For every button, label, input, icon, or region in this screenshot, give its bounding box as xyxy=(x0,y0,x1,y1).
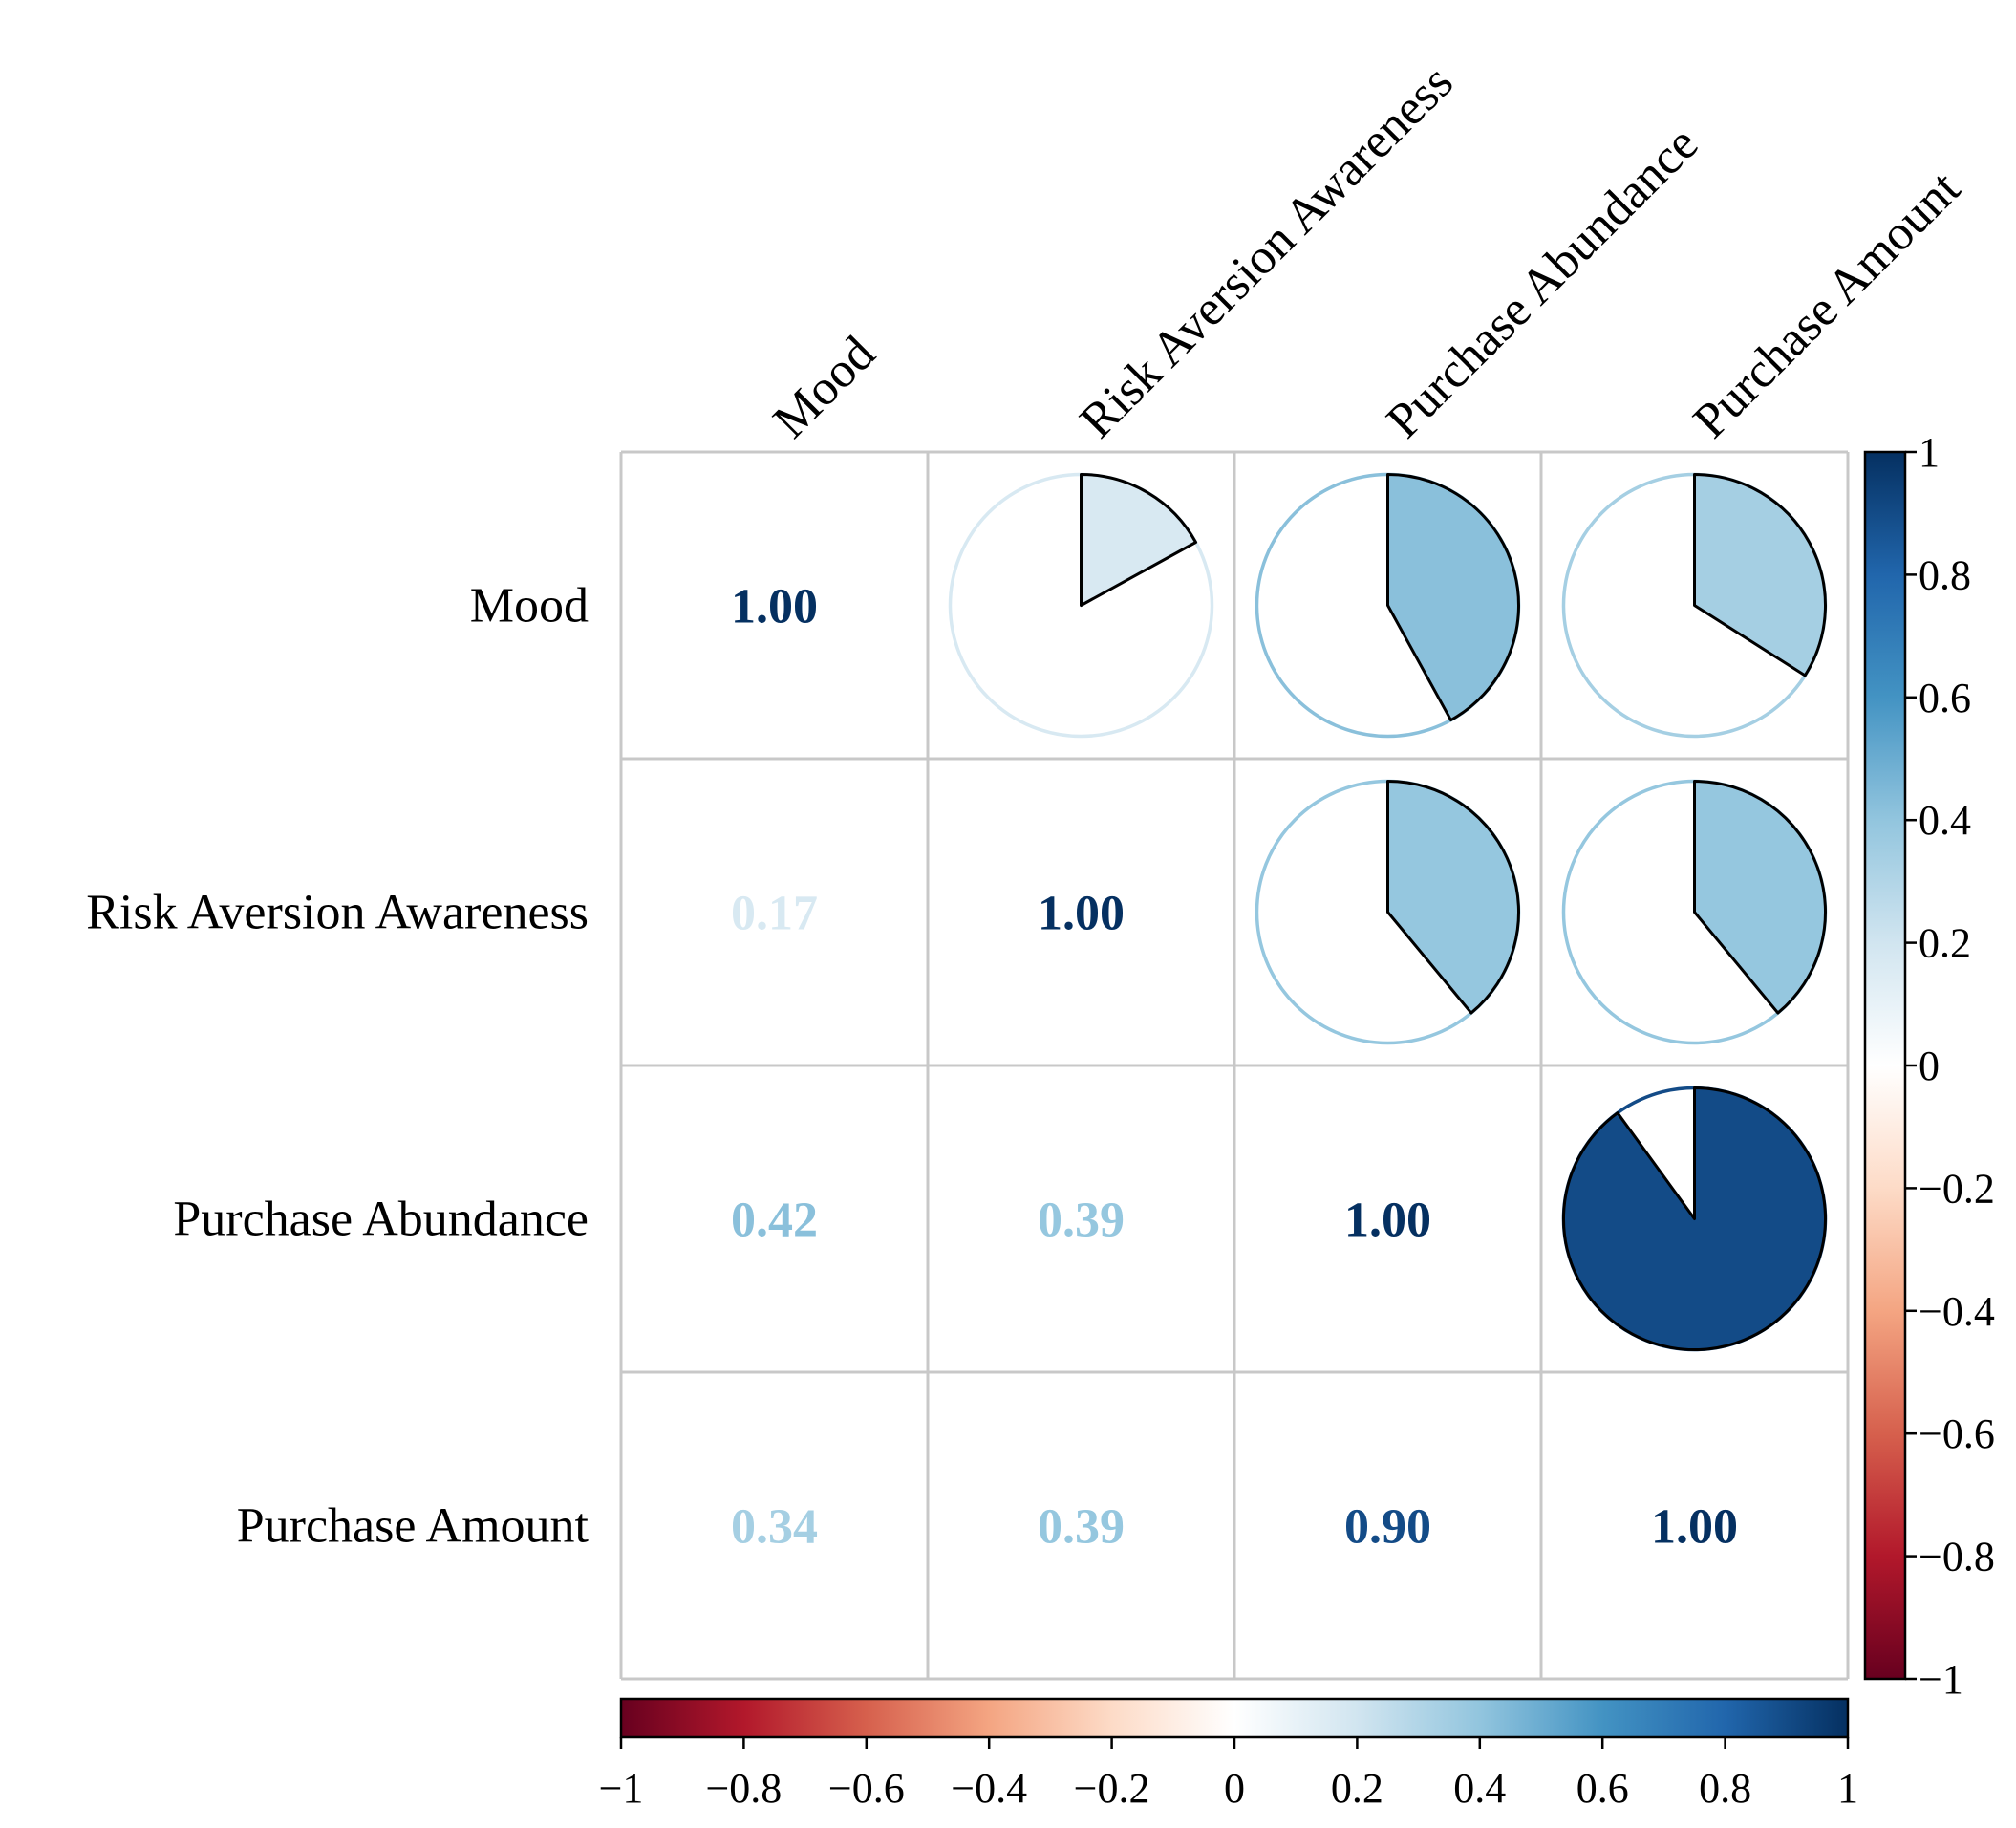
colorbar-tick-label: 0.8 xyxy=(1919,551,1971,598)
correlation-value: 0.39 xyxy=(1038,1500,1125,1555)
pie-slice xyxy=(1693,473,1827,677)
colorbar-tick-label: 0.2 xyxy=(1331,1765,1383,1812)
colorbar-tick-label: 1 xyxy=(1837,1765,1858,1812)
pie-slice xyxy=(1562,1086,1827,1351)
pie-slice xyxy=(1386,473,1520,722)
correlation-value: 0.42 xyxy=(731,1194,818,1248)
row-label: Purchase Amount xyxy=(237,1499,590,1554)
correlation-value: 1.00 xyxy=(1344,1194,1431,1248)
colorbar-tick-label: 0 xyxy=(1919,1043,1940,1089)
pie-glyph xyxy=(1255,472,1521,739)
colorbar-tick-label: −0.2 xyxy=(1919,1165,1995,1212)
column-label: Purchase Amount xyxy=(1684,161,1971,448)
row-label: Risk Aversion Awareness xyxy=(86,886,589,940)
correlation-value: 0.17 xyxy=(731,887,818,941)
correlation-value: 0.34 xyxy=(731,1500,818,1555)
colorbar-tick-label: −0.8 xyxy=(705,1765,782,1812)
column-label: Purchase Abundance xyxy=(1377,117,1709,449)
colorbar-tick-label: 0.4 xyxy=(1919,797,1971,844)
row-labels: Mood Risk Aversion Awareness Purchase Abun… xyxy=(86,579,589,1554)
colorbar-tick-label: 0.2 xyxy=(1919,920,1971,967)
colorbar-strip xyxy=(1863,450,1907,1681)
matrix-cells: 1.00 0.17 1.00 0.42 0.39 1.00 0.34 0.39 0.90 1.00 xyxy=(731,472,1828,1555)
colorbar-tick-label: −0.6 xyxy=(828,1765,905,1812)
colorbar-tick-label: 0.6 xyxy=(1919,675,1971,721)
matrix-grid xyxy=(619,450,1850,1681)
colorbar-vertical: −1 −0.8 −0.6 −0.4 −0.2 0 0.2 0.4 0.6 0.8 1 xyxy=(1863,429,1995,1703)
colorbar-tick-label: −0.4 xyxy=(1919,1288,1995,1335)
correlation-value: 0.90 xyxy=(1344,1500,1431,1555)
row-label: Mood xyxy=(470,579,589,634)
colorbar-tick-label: 0.4 xyxy=(1453,1765,1506,1812)
correlation-value: 1.00 xyxy=(1038,887,1125,941)
colorbar-tick-label: 0 xyxy=(1224,1765,1245,1812)
colorbar-tick-label: −0.8 xyxy=(1919,1534,1995,1581)
colorbar-tick-label: −0.4 xyxy=(951,1765,1027,1812)
colorbar-tick-label: −1 xyxy=(599,1765,644,1812)
colorbar-horizontal: −1 −0.8 −0.6 −0.4 −0.2 0 0.2 0.4 0.6 0.8 1 xyxy=(599,1697,1858,1812)
correlation-value: 0.39 xyxy=(1038,1194,1125,1248)
pie-glyph xyxy=(1561,779,1828,1045)
colorbar-strip xyxy=(619,1697,1850,1739)
colorbar-tick-label: 0.6 xyxy=(1576,1765,1629,1812)
colorbar-tick-label: −0.2 xyxy=(1074,1765,1150,1812)
pie-glyph xyxy=(1561,1086,1828,1352)
pie-slice xyxy=(1386,780,1520,1015)
correlation-value: 1.00 xyxy=(731,580,818,634)
pie-slice xyxy=(1080,473,1198,607)
colorbar-tick-label: 0.8 xyxy=(1699,1765,1751,1812)
correlation-value: 1.00 xyxy=(1651,1500,1738,1555)
colorbar-tick-label: −1 xyxy=(1919,1656,1963,1703)
colorbar-tick-label: 1 xyxy=(1919,429,1940,476)
pie-glyph xyxy=(948,472,1214,739)
column-label: Mood xyxy=(763,326,886,448)
pie-glyph xyxy=(1561,472,1828,739)
pie-slice xyxy=(1693,780,1827,1015)
row-label: Purchase Abundance xyxy=(173,1193,589,1247)
colorbar-tick-label: −0.6 xyxy=(1919,1410,1995,1457)
pie-glyph xyxy=(1255,779,1521,1045)
